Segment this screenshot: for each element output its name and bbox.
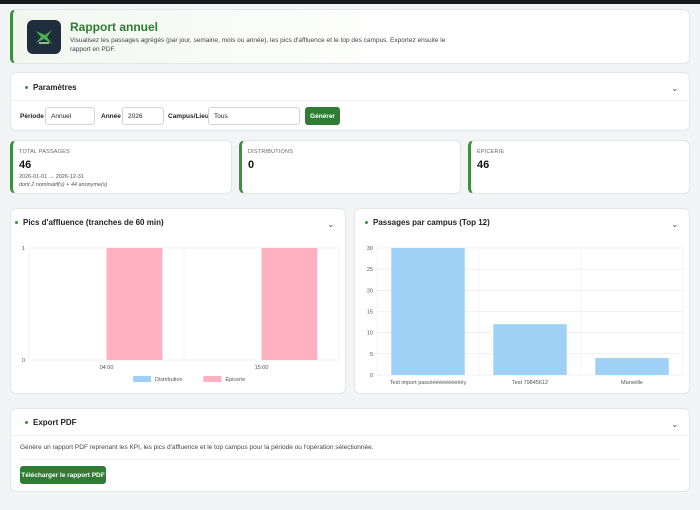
chevron-down-icon[interactable]: ⌄: [671, 83, 679, 93]
kpi-breakdown: dont 2 nominatif(s) + 44 anonyme(s): [19, 182, 108, 188]
chevron-down-icon[interactable]: ⌄: [671, 219, 679, 229]
divider: [20, 459, 680, 460]
x-tick-label: 15:00: [255, 365, 269, 371]
generate-button[interactable]: Générer: [305, 107, 340, 125]
divider: [11, 100, 689, 101]
chevron-down-icon[interactable]: ⌄: [671, 419, 679, 429]
kpi-value: 0: [248, 159, 255, 171]
kpi-epicerie: ÉPICERIE 46: [468, 140, 690, 194]
top-bar: [0, 0, 700, 4]
y-tick-label: 15: [367, 310, 373, 316]
parametres-card: Paramètres ⌄ Période Année Campus/Lieu G…: [10, 72, 690, 131]
x-tick-label: Marseille: [621, 380, 643, 386]
x-tick-label: 04:00: [100, 365, 114, 371]
page-description: Visualisez les passages agrégés (par jou…: [70, 37, 446, 53]
header-card: Rapport annuel Visualisez les passages a…: [10, 9, 690, 64]
export-pdf-title[interactable]: Export PDF: [25, 418, 77, 427]
chevron-down-icon[interactable]: ⌄: [327, 219, 335, 229]
bar: [106, 248, 163, 360]
legend-label: Épicerie: [225, 376, 245, 383]
campus-label: Campus/Lieu: [168, 113, 209, 120]
y-tick-label: 5: [370, 352, 373, 358]
y-tick-label: 0: [22, 358, 25, 364]
download-pdf-button[interactable]: Télécharger le rapport PDF: [20, 466, 106, 484]
affluence-chart: 0 1 04:00 15:00 Distribution Épicerie: [22, 246, 340, 383]
page-title: Rapport annuel: [70, 20, 159, 34]
y-tick-label: 25: [367, 267, 373, 273]
kpi-distributions: DISTRIBUTIONS 0: [239, 140, 461, 194]
bar: [493, 324, 567, 375]
pics-affluence-title[interactable]: Pics d'affluence (tranches de 60 min): [15, 218, 164, 227]
campus-select[interactable]: [208, 107, 300, 125]
y-tick-label: 20: [367, 288, 373, 294]
kpi-label: ÉPICERIE: [477, 149, 505, 155]
bullet-dot-icon: [15, 221, 18, 225]
bar: [595, 358, 669, 375]
x-tick-label: Test 79845612: [512, 380, 548, 386]
campus-chart: 0 5 10 15 20 25 30 Test import passéééééééééééy…: [367, 246, 684, 386]
divider: [11, 435, 689, 436]
export-pdf-card: Export PDF ⌄ Génère un rapport PDF repre…: [10, 408, 690, 492]
parametres-title[interactable]: Paramètres: [25, 83, 77, 92]
kpi-label: TOTAL PASSAGES: [19, 149, 70, 155]
kpi-value: 46: [19, 159, 32, 171]
legend-swatch: [133, 376, 151, 382]
y-tick-label: 1: [22, 246, 25, 252]
y-tick-label: 10: [367, 331, 373, 337]
legend-label: Distribution: [155, 377, 183, 383]
campus-chart-title[interactable]: Passages par campus (Top 12): [365, 218, 490, 227]
annee-label: Année: [101, 113, 121, 120]
kpi-label: DISTRIBUTIONS: [248, 149, 294, 155]
y-tick-label: 30: [367, 246, 373, 252]
pics-affluence-card: Pics d'affluence (tranches de 60 min) ⌄ …: [10, 208, 346, 394]
kpi-date-range: 2026-01-01 → 2026-12-31: [19, 174, 84, 180]
annee-input[interactable]: [122, 107, 164, 125]
legend-swatch: [203, 376, 222, 382]
app-logo-icon: [27, 20, 61, 54]
periode-select[interactable]: [45, 107, 95, 125]
bullet-dot-icon: [25, 86, 28, 90]
kpi-value: 46: [477, 159, 490, 171]
bullet-dot-icon: [25, 421, 28, 425]
y-tick-label: 0: [370, 373, 373, 379]
periode-label: Période: [20, 113, 44, 120]
bar: [261, 248, 318, 360]
kpi-total-passages: TOTAL PASSAGES 46 2026-01-01 → 2026-12-3…: [10, 140, 232, 194]
export-description: Génère un rapport PDF reprenant les KPI,…: [20, 444, 374, 451]
bullet-dot-icon: [365, 221, 368, 225]
bar: [391, 248, 465, 375]
x-tick-label: Test import passéééééééééééy: [390, 380, 467, 386]
campus-chart-card: Passages par campus (Top 12) ⌄ 0 5 10 15 20 2…: [354, 208, 690, 394]
